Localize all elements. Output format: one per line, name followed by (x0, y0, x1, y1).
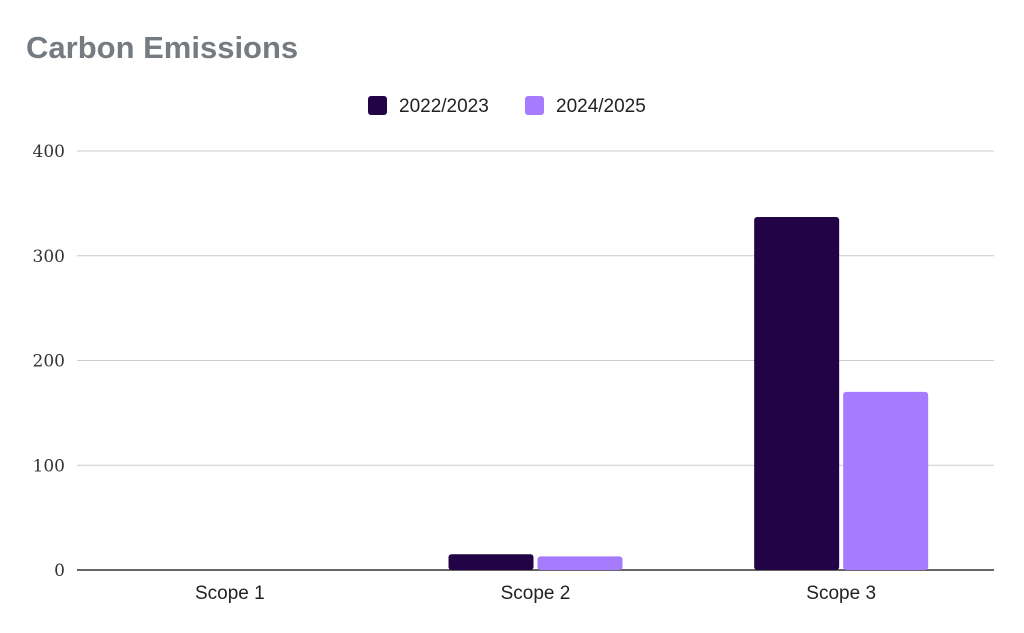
y-tick-label: 300 (33, 247, 65, 267)
y-tick-label: 200 (33, 352, 65, 372)
x-category-label: Scope 3 (806, 583, 876, 604)
bar-scope-3-2024-2025[interactable] (843, 391, 929, 570)
x-category-label: Scope 2 (501, 583, 571, 604)
chart-title: Carbon Emissions (26, 30, 299, 65)
y-tick-label: 0 (54, 561, 65, 581)
legend-swatch (368, 96, 387, 115)
x-axis-labels: Scope 1 Scope 2 Scope 3 (195, 583, 876, 604)
y-tick-label: 100 (33, 456, 65, 476)
gridlines (77, 150, 994, 571)
legend-label: 2022/2023 (399, 96, 489, 117)
x-category-label: Scope 1 (195, 583, 265, 604)
y-tick-label: 400 (33, 142, 65, 162)
bar-scope-2-2024-2025[interactable] (537, 556, 623, 570)
legend-label: 2024/2025 (556, 96, 646, 117)
bar-scope-2-2022-2023[interactable] (448, 554, 534, 570)
legend: 2022/2023 2024/2025 (368, 96, 646, 117)
bar-scope-3-2022-2023[interactable] (754, 216, 840, 570)
bars (448, 216, 929, 570)
y-axis-ticks: 0 100 200 300 400 (33, 142, 65, 581)
legend-swatch (525, 96, 544, 115)
